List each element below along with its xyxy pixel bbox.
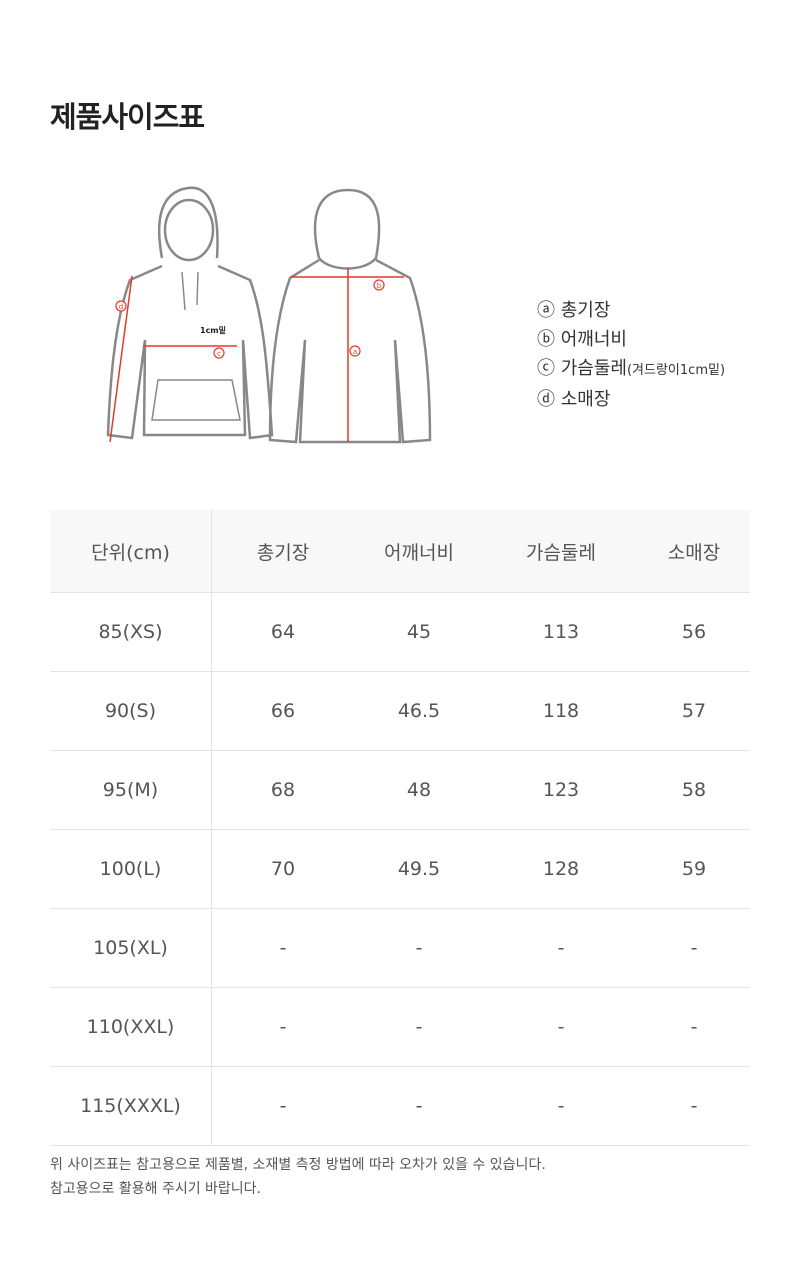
disclaimer: 위 사이즈표는 참고용으로 제품별, 소재별 측정 방법에 따라 오차가 있을 …	[50, 1153, 546, 1201]
table-cell: 118	[484, 671, 638, 751]
table-cell: 68	[211, 750, 354, 830]
table-cell: 115(XXXL)	[50, 1066, 212, 1146]
table-cell: 95(M)	[50, 750, 212, 830]
table-cell: -	[484, 1066, 638, 1146]
table-cell: -	[211, 987, 354, 1067]
header-sleeve: 소매장	[638, 510, 750, 593]
hoodie-back-icon	[268, 188, 432, 444]
note-line: 위 사이즈표는 참고용으로 제품별, 소재별 측정 방법에 따라 오차가 있을 …	[50, 1157, 546, 1173]
header-unit: 단위(cm)	[50, 510, 212, 593]
table-row: 110(XXL) - - - -	[50, 987, 750, 1067]
header-shoulder: 어깨너비	[354, 510, 484, 593]
table-row: 100(L) 70 49.5 128 59	[50, 829, 750, 909]
table-header-row: 단위(cm) 총기장 어깨너비 가슴둘레 소매장	[50, 510, 750, 593]
table-cell: 100(L)	[50, 829, 212, 909]
measurement-legend: ⓐ 총기장 ⓑ 어깨너비 ⓒ 가슴둘레(겨드랑이1cm밑) ⓓ 소매장	[537, 296, 725, 414]
table-cell: 59	[638, 829, 750, 909]
table-cell: 113	[484, 592, 638, 672]
table-row: 90(S) 66 46.5 118 57	[50, 671, 750, 751]
hoodie-measurement-illustration: d c b a 1cm밑	[106, 186, 432, 444]
hoodie-front-icon	[106, 186, 274, 440]
table-row: 95(M) 68 48 123 58	[50, 750, 750, 830]
table-row: 105(XL) - - - -	[50, 908, 750, 988]
table-cell: 46.5	[354, 671, 484, 751]
table-cell: 105(XL)	[50, 908, 212, 988]
table-cell: 49.5	[354, 829, 484, 909]
note-line: 참고용으로 활용해 주시기 바랍니다.	[50, 1181, 261, 1197]
table-cell: 56	[638, 592, 750, 672]
table-cell: -	[638, 908, 750, 988]
table-cell: 123	[484, 750, 638, 830]
table-cell: -	[484, 908, 638, 988]
table-cell: 128	[484, 829, 638, 909]
table-cell: 64	[211, 592, 354, 672]
table-cell: -	[211, 908, 354, 988]
table-cell: 85(XS)	[50, 592, 212, 672]
table-cell: -	[638, 987, 750, 1067]
table-cell: -	[354, 1066, 484, 1146]
svg-text:c: c	[217, 350, 221, 358]
table-cell: -	[484, 987, 638, 1067]
table-cell: 70	[211, 829, 354, 909]
table-cell: 110(XXL)	[50, 987, 212, 1067]
table-cell: 66	[211, 671, 354, 751]
table-row: 85(XS) 64 45 113 56	[50, 592, 750, 672]
legend-item-a: ⓐ 총기장	[537, 300, 611, 321]
legend-item-d: ⓓ 소매장	[537, 389, 611, 410]
legend-item-c: ⓒ 가슴둘레(겨드랑이1cm밑)	[537, 358, 726, 379]
svg-text:a: a	[353, 348, 357, 356]
table-cell: 48	[354, 750, 484, 830]
table-cell: -	[354, 987, 484, 1067]
header-total-length: 총기장	[211, 510, 354, 593]
table-cell: 45	[354, 592, 484, 672]
svg-text:b: b	[377, 282, 382, 290]
table-cell: -	[211, 1066, 354, 1146]
table-cell: 58	[638, 750, 750, 830]
table-row: 115(XXXL) - - - -	[50, 1066, 750, 1146]
table-cell: -	[638, 1066, 750, 1146]
measurement-lines	[109, 268, 404, 443]
armpit-note: 1cm밑	[200, 325, 226, 335]
table-cell: 90(S)	[50, 671, 212, 751]
page-title: 제품사이즈표	[50, 100, 205, 134]
header-chest: 가슴둘레	[484, 510, 638, 593]
table-cell: -	[354, 908, 484, 988]
svg-text:d: d	[119, 303, 123, 311]
size-table: 단위(cm) 총기장 어깨너비 가슴둘레 소매장 85(XS) 64 45 113 56…	[50, 510, 750, 1146]
legend-item-b: ⓑ 어깨너비	[537, 329, 627, 350]
table-cell: 57	[638, 671, 750, 751]
